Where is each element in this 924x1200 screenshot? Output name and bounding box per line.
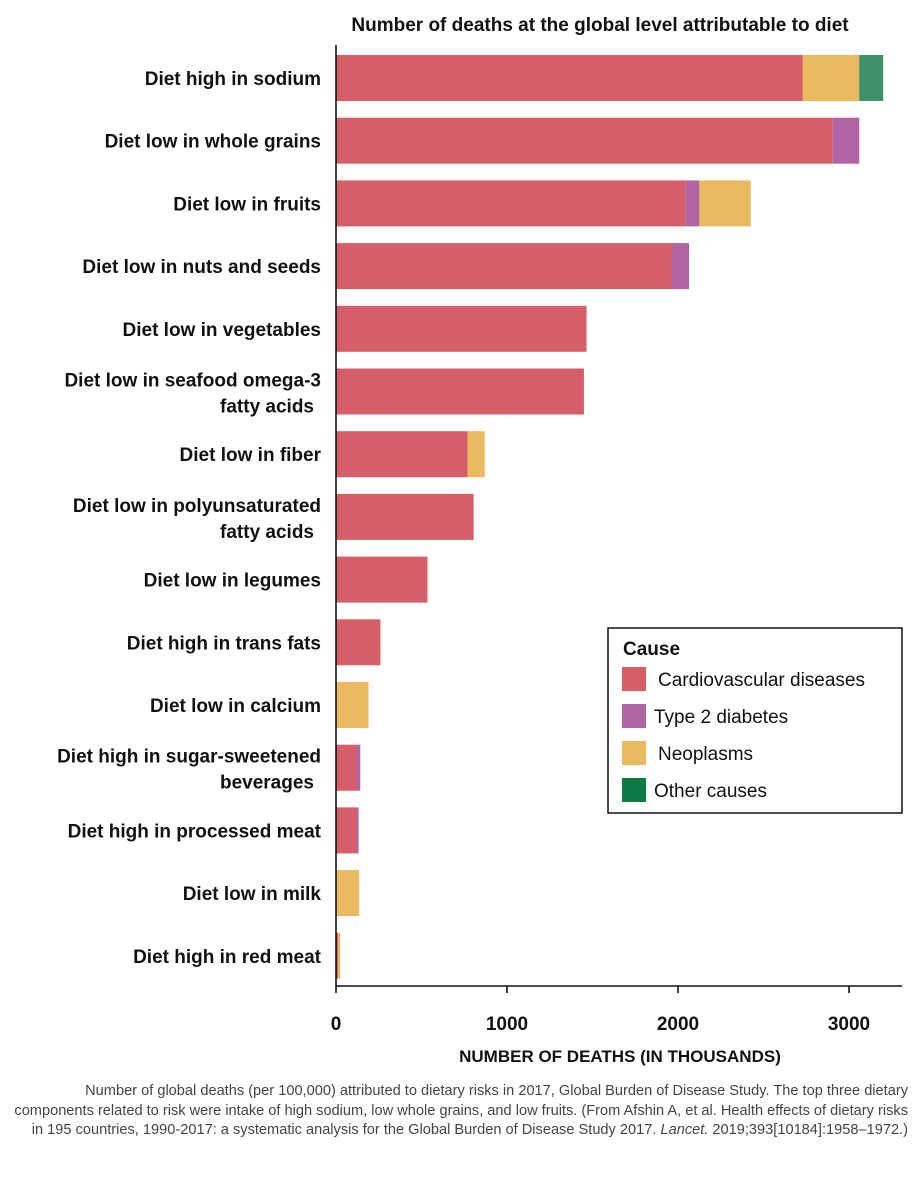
category-label-diet-high-in-processed-meat: Diet high in processed meat: [68, 821, 322, 842]
x-tick-label-2000: 2000: [657, 1014, 699, 1035]
bar-diet-low-in-nuts-and-seeds-type-2-diabetes: [672, 243, 690, 290]
legend-swatch-cardiovascular-diseases: [622, 667, 646, 691]
bar-diet-high-in-processed-meat-cardiovascular-diseases: [336, 807, 357, 854]
caption-text: Number of global deaths (per 100,000) at…: [14, 1083, 908, 1138]
bar-diet-high-in-sodium-neoplasms: [802, 55, 860, 101]
x-axis-label: NUMBER OF DEATHS (IN THOUSANDS): [459, 1047, 781, 1066]
category-label-diet-high-in-sugar-sweetened-beverages: Diet high in sugar-sweetened beverages: [57, 747, 321, 794]
figure-caption: Number of global deaths (per 100,000) at…: [12, 1082, 908, 1141]
legend-box: [607, 627, 903, 814]
caption-journal: Lancet.: [660, 1122, 709, 1138]
category-label-diet-low-in-seafood-omega-3-fatty-acids: Diet low in seafood omega-3 fatty acids: [64, 371, 321, 418]
bar-diet-high-in-trans-fats-cardiovascular-diseases: [336, 619, 381, 666]
bar-diet-high-in-processed-meat-type-2-diabetes: [356, 807, 359, 854]
category-label-diet-low-in-legumes: Diet low in legumes: [144, 571, 321, 592]
bar-diet-high-in-red-meat-cardiovascular-diseases: [336, 932, 339, 979]
bar-diet-low-in-fiber-neoplasms: [467, 431, 485, 478]
bar-diet-low-in-milk-neoplasms: [336, 870, 360, 917]
legend-swatch-type-2-diabetes: [622, 704, 646, 728]
category-label-diet-low-in-polyunsaturated-fatty-acids: Diet low in polyunsaturated fatty acids: [73, 496, 321, 543]
category-label-diet-low-in-fiber: Diet low in fiber: [180, 445, 322, 466]
category-label-diet-high-in-sodium: Diet high in sodium: [145, 69, 321, 90]
category-label-diet-low-in-fruits: Diet low in fruits: [173, 194, 321, 215]
legend-label-neoplasms: Neoplasms: [658, 744, 753, 765]
bar-diet-high-in-sugar-sweetened-beverages-cardiovascular-diseases: [336, 744, 357, 791]
bars-layer: [336, 55, 884, 979]
x-tick-label-3000: 3000: [828, 1014, 870, 1035]
category-label-diet-low-in-whole-grains: Diet low in whole grains: [105, 132, 321, 153]
category-label-diet-high-in-trans-fats: Diet high in trans fats: [127, 633, 321, 654]
legend-swatch-neoplasms: [622, 741, 646, 765]
category-label-diet-low-in-calcium: Diet low in calcium: [150, 696, 321, 717]
chart-title: Number of deaths at the global level att…: [351, 15, 849, 36]
category-labels: Diet high in sodium Diet low in whole gra…: [57, 69, 322, 968]
category-label-diet-low-in-nuts-and-seeds: Diet low in nuts and seeds: [82, 257, 321, 278]
x-tick-label-1000: 1000: [486, 1014, 528, 1035]
caption-citation: 2019;393[10184]:1958–1972.): [708, 1122, 908, 1138]
legend-label-type-2-diabetes: Type 2 diabetes: [654, 707, 788, 728]
chart: Number of deaths at the global level att…: [57, 15, 903, 1066]
bar-diet-low-in-seafood-omega-3-fatty-acids-cardiovascular-diseases: [336, 368, 584, 415]
bar-diet-high-in-sodium-other-causes: [859, 55, 884, 101]
category-label-diet-high-in-red-meat: Diet high in red meat: [133, 947, 322, 968]
bar-diet-low-in-fruits-cardiovascular-diseases: [336, 180, 686, 227]
legend-swatch-other-causes: [622, 778, 646, 802]
bar-diet-high-in-sodium-cardiovascular-diseases: [336, 55, 803, 101]
legend-label-other-causes: Other causes: [654, 781, 767, 802]
category-label-diet-low-in-milk: Diet low in milk: [183, 884, 322, 905]
bar-diet-low-in-fruits-neoplasms: [699, 180, 751, 227]
bar-diet-low-in-calcium-neoplasms: [336, 682, 369, 728]
legend: Cause Cardiovascular diseases Type 2 diabe…: [607, 627, 903, 814]
bar-diet-low-in-whole-grains-type-2-diabetes: [832, 117, 860, 164]
bar-diet-low-in-legumes-cardiovascular-diseases: [336, 556, 428, 603]
legend-title: Cause: [623, 639, 680, 660]
bar-diet-low-in-fiber-cardiovascular-diseases: [336, 431, 468, 478]
bar-diet-high-in-sugar-sweetened-beverages-type-2-diabetes: [356, 744, 361, 791]
x-tick-label-0: 0: [331, 1014, 342, 1035]
category-label-diet-low-in-vegetables: Diet low in vegetables: [123, 320, 322, 341]
x-axis: 0 1000 2000 3000: [331, 45, 902, 1035]
bar-diet-low-in-vegetables-cardiovascular-diseases: [336, 305, 587, 352]
bar-diet-low-in-polyunsaturated-fatty-acids-cardiovascular-diseases: [336, 493, 474, 540]
bar-diet-low-in-whole-grains-cardiovascular-diseases: [336, 117, 833, 164]
legend-label-cardiovascular-diseases: Cardiovascular diseases: [658, 670, 865, 691]
bar-diet-high-in-red-meat-neoplasms: [338, 932, 341, 979]
bar-diet-low-in-fruits-type-2-diabetes: [685, 180, 700, 227]
bar-diet-low-in-nuts-and-seeds-cardiovascular-diseases: [336, 243, 673, 290]
